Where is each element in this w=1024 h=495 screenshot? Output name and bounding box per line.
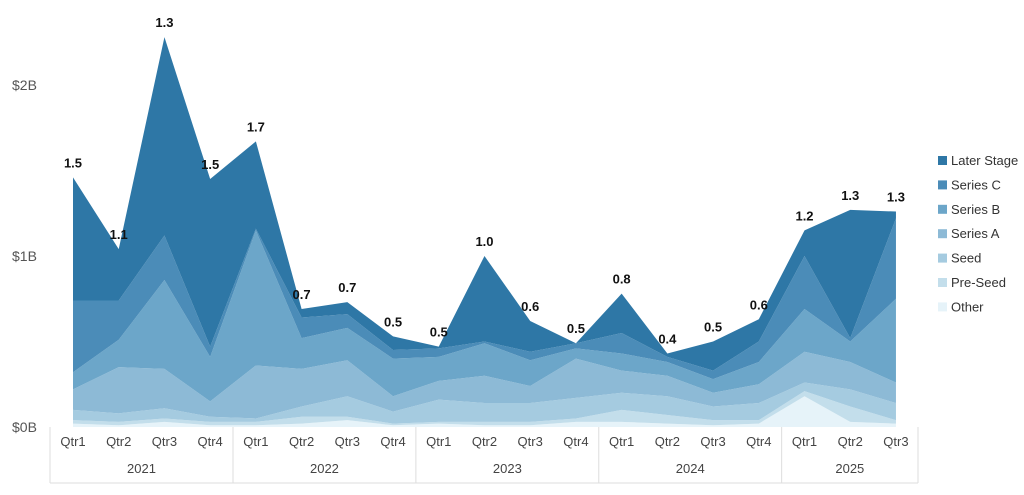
x-year-label: 2025	[835, 461, 864, 476]
x-quarter-label: Qtr1	[60, 434, 85, 449]
area-series-b	[73, 230, 896, 402]
x-quarter-label: Qtr3	[700, 434, 725, 449]
legend-swatch	[938, 180, 947, 190]
data-label: 0.5	[567, 321, 585, 336]
legend-label: Series C	[951, 177, 1001, 192]
x-year-label: 2021	[127, 461, 156, 476]
x-quarter-label: Qtr3	[518, 434, 543, 449]
legend-swatch	[938, 302, 947, 312]
x-quarter-label: Qtr1	[243, 434, 268, 449]
x-quarter-label: Qtr4	[198, 434, 223, 449]
x-quarter-label: Qtr2	[289, 434, 314, 449]
data-label: 1.5	[64, 155, 82, 170]
x-quarter-label: Qtr4	[563, 434, 588, 449]
x-axis: Qtr1 Qtr2 Qtr3 Qtr4 2021 Qtr1 Qtr2 Qtr3 Qtr4 2022…	[49, 427, 919, 484]
x-quarter-label: Qtr2	[838, 434, 863, 449]
legend-swatch	[938, 253, 947, 263]
x-quarter-label: Qtr1	[792, 434, 817, 449]
x-quarter-label: Qtr2	[655, 434, 680, 449]
data-label: 0.5	[430, 325, 448, 340]
legend-label: Pre-Seed	[951, 275, 1006, 290]
legend-label: Other	[951, 299, 984, 314]
x-quarter-label: Qtr1	[609, 434, 634, 449]
legend-swatch	[938, 204, 947, 214]
area-pre-seed	[73, 391, 896, 426]
legend-label: Series B	[951, 202, 1000, 217]
y-tick-label: $2B	[12, 77, 37, 93]
data-label: 0.5	[384, 314, 402, 329]
x-quarter-label: Qtr3	[152, 434, 177, 449]
x-year-label: 2023	[493, 461, 522, 476]
data-label: 0.5	[704, 320, 722, 335]
data-label: 1.0	[475, 234, 493, 249]
y-tick-label: $1B	[12, 248, 37, 264]
data-label: 1.1	[110, 227, 128, 242]
legend-swatch	[938, 278, 947, 287]
data-label: 1.3	[887, 190, 905, 205]
x-quarter-label: Qtr3	[335, 434, 360, 449]
x-quarter-label: Qtr2	[472, 434, 497, 449]
data-labels: 1.5 1.1 1.3 1.5 1.7 0.7 0.7 0.5 0.5 1.0 0.6 0.5 0.8 0…	[64, 15, 905, 346]
data-label: 1.2	[795, 208, 813, 223]
y-tick-label: $0B	[12, 419, 37, 435]
data-label: 1.5	[201, 157, 219, 172]
x-year-label: 2024	[676, 461, 705, 476]
area-later-stage	[73, 37, 896, 371]
legend-label: Series A	[951, 226, 1000, 241]
x-quarter-label: Qtr1	[426, 434, 451, 449]
data-label: 1.3	[841, 188, 859, 203]
legend-label: Seed	[951, 251, 981, 266]
x-quarter-label: Qtr3	[883, 434, 908, 449]
area-layers	[73, 37, 896, 427]
x-quarter-label: Qtr2	[106, 434, 131, 449]
x-year-label: 2022	[310, 461, 339, 476]
y-axis: $0B $1B $2B	[12, 77, 37, 435]
legend-swatch	[938, 229, 947, 239]
area-series-a	[73, 351, 896, 419]
data-label: 0.8	[613, 272, 631, 287]
x-quarter-label: Qtr4	[380, 434, 405, 449]
legend: Later Stage Series C Series B Series A Seed P…	[938, 153, 1018, 314]
data-label: 1.7	[247, 119, 265, 134]
data-label: 0.6	[750, 297, 768, 312]
data-label: 0.7	[338, 280, 356, 295]
legend-swatch	[938, 156, 947, 165]
area-other	[73, 396, 896, 427]
data-label: 0.6	[521, 299, 539, 314]
x-quarter-label: Qtr4	[746, 434, 771, 449]
data-label: 1.3	[155, 15, 173, 30]
data-label: 0.4	[658, 331, 677, 346]
data-label: 0.7	[293, 287, 311, 302]
legend-label: Later Stage	[951, 153, 1018, 168]
